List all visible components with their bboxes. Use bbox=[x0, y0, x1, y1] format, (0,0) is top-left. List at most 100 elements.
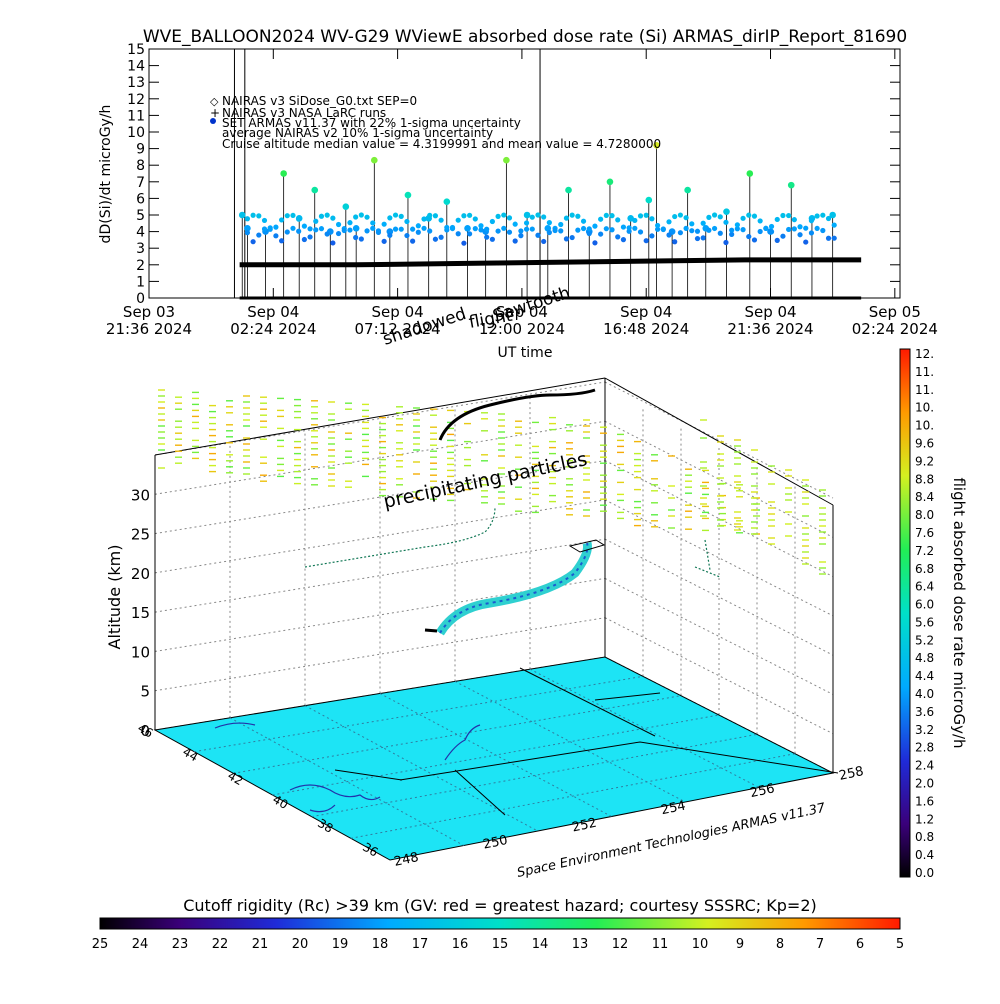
armas-point bbox=[751, 237, 758, 243]
armas-point bbox=[410, 226, 416, 232]
wall-gridline bbox=[154, 617, 606, 692]
armas-point bbox=[541, 238, 547, 245]
legend-diamond-icon: ◇ bbox=[210, 95, 219, 108]
y-tick-label: 14 bbox=[127, 59, 145, 75]
armas-point bbox=[296, 228, 302, 234]
longitude-tick-label: 256 bbox=[749, 781, 776, 801]
armas-point bbox=[455, 217, 461, 223]
altitude-tick-label: 20 bbox=[131, 565, 150, 583]
right-colorbar-tick-label: 8.8 bbox=[915, 472, 934, 486]
armas-point bbox=[244, 230, 251, 236]
armas-point bbox=[318, 226, 325, 232]
armas-point bbox=[683, 225, 689, 231]
armas-point bbox=[421, 225, 427, 231]
armas-point bbox=[449, 224, 456, 231]
armas-point bbox=[803, 239, 809, 245]
armas-point bbox=[706, 214, 712, 220]
armas-point bbox=[330, 240, 336, 246]
bottom-colorbar-tick-label: 24 bbox=[132, 937, 149, 952]
armas-point bbox=[404, 218, 410, 225]
armas-point bbox=[512, 238, 518, 244]
armas-point bbox=[598, 216, 604, 222]
flight-path-box bbox=[568, 539, 606, 553]
armas-point bbox=[296, 216, 302, 222]
armas-point bbox=[466, 231, 473, 237]
armas-point bbox=[284, 229, 290, 235]
bottom-colorbar: Cutoff rigidity (Rc) >39 km (GV: red = g… bbox=[92, 896, 904, 952]
armas-point bbox=[301, 236, 307, 243]
armas-point bbox=[763, 225, 769, 232]
map-borders bbox=[334, 667, 839, 816]
armas-point bbox=[353, 234, 359, 241]
armas-point bbox=[791, 217, 797, 223]
armas-point bbox=[455, 231, 461, 237]
armas-point bbox=[757, 228, 763, 235]
floor-gridline bbox=[194, 675, 644, 753]
flight-path bbox=[304, 388, 721, 636]
armas-point bbox=[774, 237, 780, 243]
armas-point bbox=[410, 238, 416, 244]
armas-point bbox=[632, 217, 638, 224]
x-tick-label-date: Sep 04 bbox=[372, 303, 424, 321]
bottom-colorbar-tick-label: 8 bbox=[776, 937, 784, 952]
armas-point bbox=[717, 214, 723, 220]
armas-point bbox=[786, 226, 792, 233]
right-colorbar-tick-label: 4.8 bbox=[915, 651, 934, 665]
armas-point bbox=[444, 224, 450, 231]
armas-point bbox=[706, 227, 712, 233]
bottom-colorbar-tick-label: 25 bbox=[92, 937, 109, 952]
armas-point bbox=[552, 227, 558, 234]
nairas-larc-line bbox=[239, 257, 862, 268]
flight-path-core bbox=[439, 542, 589, 634]
bottom-colorbar-tick-label: 10 bbox=[692, 937, 709, 952]
armas-point bbox=[501, 212, 507, 218]
armas-point bbox=[558, 221, 564, 228]
y-tick-label: 11 bbox=[127, 108, 145, 124]
armas-point bbox=[626, 225, 632, 231]
flight-path-projection bbox=[694, 539, 721, 578]
bottom-colorbar-tick-label: 6 bbox=[856, 937, 864, 952]
armas-point bbox=[797, 232, 803, 238]
armas-point bbox=[563, 215, 570, 221]
armas-point bbox=[746, 233, 752, 240]
armas-point bbox=[746, 170, 754, 177]
x-tick-label-date: Sep 05 bbox=[869, 303, 921, 321]
armas-point bbox=[256, 232, 262, 238]
armas-point bbox=[694, 235, 701, 242]
armas-point bbox=[808, 230, 815, 236]
bottom-colorbar-tick-label: 7 bbox=[816, 937, 824, 952]
armas-point bbox=[569, 212, 575, 218]
y-tick-label: 2 bbox=[136, 258, 145, 274]
armas-point bbox=[740, 215, 746, 221]
armas-point bbox=[353, 214, 359, 220]
armas-point bbox=[649, 233, 655, 239]
armas-point bbox=[518, 228, 524, 234]
y-tick-label: 12 bbox=[127, 92, 145, 108]
x-tick-label-date: Sep 04 bbox=[620, 303, 672, 321]
armas-point bbox=[829, 211, 836, 219]
right-colorbar-tick-label: 4.0 bbox=[915, 687, 934, 701]
legend-dot-icon bbox=[210, 118, 216, 124]
armas-point bbox=[307, 234, 313, 240]
armas-point bbox=[347, 220, 353, 226]
armas-point bbox=[632, 225, 638, 231]
armas-point bbox=[244, 216, 251, 222]
armas-point bbox=[256, 213, 262, 219]
armas-point bbox=[364, 228, 370, 234]
armas-point bbox=[311, 186, 319, 194]
armas-point bbox=[290, 212, 296, 219]
armas-point bbox=[825, 215, 832, 222]
armas-point bbox=[386, 228, 394, 235]
altitude-tick-label: 15 bbox=[131, 604, 150, 622]
armas-point bbox=[684, 186, 691, 194]
bottom-colorbar-tick-label: 20 bbox=[292, 937, 309, 952]
altitude-tick-label: 10 bbox=[131, 643, 150, 661]
armas-point bbox=[398, 226, 404, 232]
armas-point bbox=[603, 226, 609, 232]
x-tick-label-time: 21:36 2024 bbox=[727, 320, 813, 338]
armas-point bbox=[495, 228, 501, 234]
altitude-tick-label: 30 bbox=[131, 486, 150, 504]
armas-point bbox=[489, 236, 495, 242]
armas-point bbox=[478, 223, 484, 229]
